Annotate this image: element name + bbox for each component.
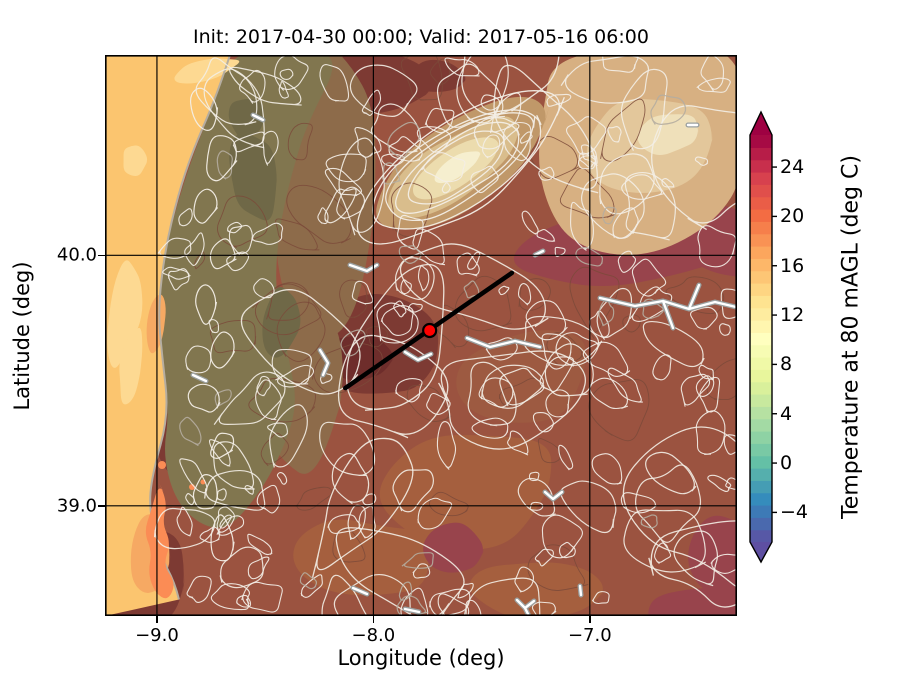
field-blob bbox=[123, 145, 149, 177]
y-tick-label: 39.0 bbox=[56, 495, 97, 517]
field-blob bbox=[107, 260, 144, 368]
colorbar-extend-max bbox=[750, 112, 772, 135]
ocean-region bbox=[105, 55, 230, 616]
colorbar-tick-label: −4 bbox=[780, 501, 809, 524]
colorbar-tick-label: 16 bbox=[780, 254, 805, 277]
reservoirs bbox=[190, 112, 737, 616]
coastal-olive-band bbox=[159, 55, 343, 528]
x-tick-mark bbox=[589, 616, 591, 623]
x-axis-label: Longitude (deg) bbox=[337, 646, 505, 670]
colorbar-label: Temperature at 80 mAGL (deg C) bbox=[838, 155, 864, 519]
map-content bbox=[105, 55, 737, 616]
colorbar-tick-label: 8 bbox=[780, 353, 793, 376]
x-tick-label: −9.0 bbox=[135, 625, 179, 646]
mountain-ridge bbox=[376, 96, 550, 230]
plot-border bbox=[105, 55, 737, 616]
colorbar-outline bbox=[749, 110, 773, 564]
colorbar-tick-label: 0 bbox=[780, 452, 793, 475]
x-tick-mark bbox=[156, 616, 158, 623]
y-tick-mark bbox=[98, 505, 105, 507]
field-blob bbox=[229, 132, 278, 221]
colorbar-extend-min bbox=[750, 542, 772, 562]
x-tick-mark bbox=[372, 616, 375, 623]
field-blob bbox=[293, 519, 429, 596]
graticule bbox=[105, 55, 737, 616]
map-plot-area bbox=[105, 55, 737, 616]
plot-title: Init: 2017-04-30 00:00; Valid: 2017-05-1… bbox=[193, 26, 649, 48]
x-tick-label: −8.0 bbox=[351, 625, 396, 646]
field-blob bbox=[434, 151, 482, 184]
y-tick-mark bbox=[98, 254, 105, 257]
field-blob bbox=[262, 286, 303, 358]
y-tick-label: 40.0 bbox=[56, 244, 97, 266]
colorbar-bands bbox=[750, 135, 772, 542]
temperature-map bbox=[105, 55, 737, 616]
field-blob bbox=[648, 587, 737, 616]
field-blob bbox=[379, 434, 552, 550]
colorbar-tick-label: 20 bbox=[780, 205, 805, 228]
field-blob bbox=[423, 522, 485, 573]
colorbar bbox=[749, 110, 777, 564]
field-blob bbox=[228, 98, 265, 139]
y-axis-label: Latitude (deg) bbox=[10, 261, 34, 411]
site-marker bbox=[422, 322, 438, 339]
x-tick-label: −7.0 bbox=[567, 625, 612, 646]
colorbar-tick-label: 24 bbox=[780, 156, 805, 179]
field-blob bbox=[119, 327, 143, 405]
terrain-contours bbox=[153, 55, 737, 616]
colorbar-tick-label: 12 bbox=[780, 304, 805, 327]
field-blob bbox=[407, 59, 468, 92]
colorbar-tick-label: 4 bbox=[780, 402, 793, 425]
temperature-field-regions bbox=[105, 55, 737, 616]
